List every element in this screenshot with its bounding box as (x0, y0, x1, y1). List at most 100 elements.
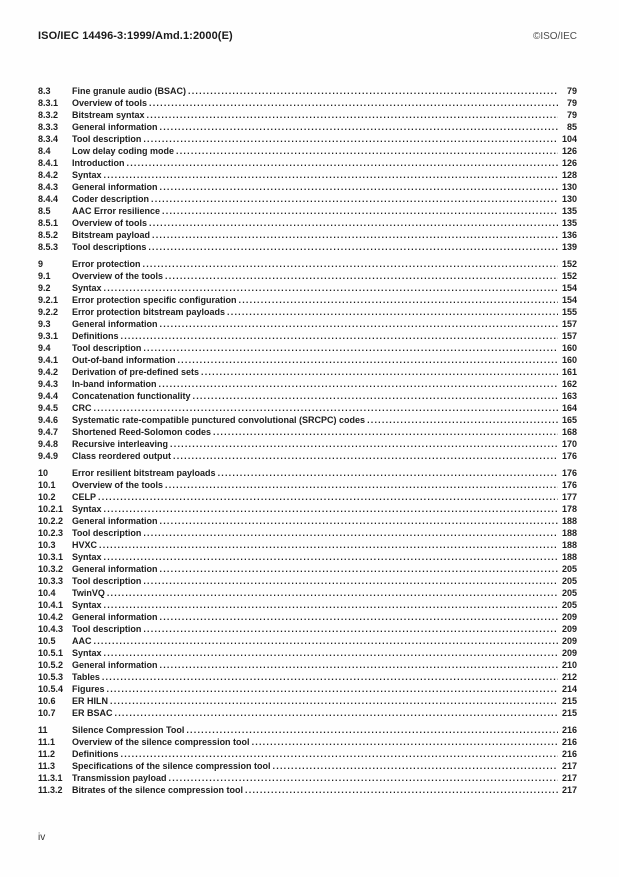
toc-entry-page-number: 214 (561, 684, 577, 694)
toc-entry-number: 11.1 (38, 737, 56, 747)
toc-entry-page-number: 188 (561, 528, 577, 538)
toc-entry: 9.4 Tool description 160 (38, 342, 577, 354)
toc-entry: 8.3.4 Tool description 104 (38, 133, 577, 145)
toc-section-group: 8.3 Fine granule audio (BSAC) 79 8.3.1 Overv… (38, 85, 577, 253)
toc-entry: 9.4.5 CRC 164 (38, 402, 577, 414)
toc-entry: 10.4.3 Tool description 209 (38, 623, 577, 635)
toc-dot-leader (160, 563, 558, 575)
toc-entry: 9.2 Syntax 154 (38, 282, 577, 294)
toc-entry-number: 8.3.2 (38, 110, 59, 120)
toc-dot-leader (169, 772, 558, 784)
toc-entry: 9.2.1 Error protection specific configura… (38, 294, 577, 306)
toc-entry-title: Tool description (72, 134, 142, 144)
toc-entry: 9.4.7 Shortened Reed-Solomon codes 168 (38, 426, 577, 438)
toc-entry-page-number: 162 (561, 379, 577, 389)
toc-entry-page-number: 177 (561, 492, 577, 502)
toc-entry-page-number: 209 (561, 648, 577, 658)
toc-entry-title: Syntax (72, 600, 102, 610)
toc-entry: 8.3.2 Bitstream syntax 79 (38, 109, 577, 121)
toc-entry-number: 10.2.1 (38, 504, 64, 514)
toc-entry-title: ER HILN (72, 696, 108, 706)
toc-entry-number: 9.4 (38, 343, 51, 353)
toc-entry: 10.3 HVXC 188 (38, 539, 577, 551)
toc-entry-number: 8.3.3 (38, 122, 59, 132)
toc-dot-leader (121, 330, 559, 342)
toc-entry-number: 11.2 (38, 749, 56, 759)
toc-entry-page-number: 209 (561, 624, 577, 634)
toc-entry-title: TwinVQ (72, 588, 105, 598)
toc-entry-number: 9.4.4 (38, 391, 59, 401)
toc-dot-leader (127, 157, 559, 169)
toc-entry-title: AAC (72, 636, 92, 646)
toc-entry-title: HVXC (72, 540, 98, 550)
toc-entry-title: General information (72, 660, 158, 670)
toc-entry-page-number: 135 (561, 206, 577, 216)
toc-entry-page-number: 163 (561, 391, 577, 401)
toc-entry-number: 10.5.2 (38, 660, 64, 670)
toc-dot-leader (143, 342, 558, 354)
toc-entry-page-number: 126 (561, 158, 577, 168)
toc-entry-number: 11.3 (38, 761, 56, 771)
toc-entry-title: Fine granule audio (BSAC) (72, 86, 187, 96)
toc-dot-leader (143, 575, 558, 587)
toc-entry-title: General information (72, 182, 158, 192)
toc-entry-title: Transmission payload (72, 773, 167, 783)
toc-entry: 10 Error resilient bitstream payloads 176 (38, 467, 577, 479)
toc-entry-number: 9.2.1 (38, 295, 59, 305)
toc-entry-title: Overview of the tools (72, 480, 164, 490)
toc-dot-leader (177, 354, 558, 366)
toc-dot-leader (160, 318, 558, 330)
toc-entry-number: 10.4 (38, 588, 56, 598)
toc-entry-page-number: 205 (561, 576, 577, 586)
toc-entry: 11.1 Overview of the silence compression … (38, 736, 577, 748)
toc-entry: 9.4.3 In-band information 162 (38, 378, 577, 390)
toc-dot-leader (104, 503, 558, 515)
toc-entry-title: Recursive interleaving (72, 439, 169, 449)
toc-entry: 10.6 ER HILN 215 (38, 695, 577, 707)
toc-entry-title: Shortened Reed-Solomon codes (72, 427, 212, 437)
toc-entry-page-number: 128 (561, 170, 577, 180)
toc-entry-title: Tool description (72, 624, 142, 634)
toc-entry: 9.4.8 Recursive interleaving 170 (38, 438, 577, 450)
toc-entry: 8.5.1 Overview of tools 135 (38, 217, 577, 229)
toc-entry-number: 9.4.5 (38, 403, 59, 413)
toc-entry-number: 10.2.2 (38, 516, 64, 526)
toc-entry-title: Syntax (72, 283, 102, 293)
toc-entry: 9.4.6 Systematic rate-compatible puncture… (38, 414, 577, 426)
toc-entry: 9.1 Overview of the tools 152 (38, 270, 577, 282)
toc-entry-page-number: 176 (561, 480, 577, 490)
toc-entry: 10.2 CELP 177 (38, 491, 577, 503)
toc-entry-page-number: 79 (566, 98, 577, 108)
toc-dot-leader (104, 551, 558, 563)
toc-entry: 11.3.1 Transmission payload 217 (38, 772, 577, 784)
toc-dot-leader (104, 599, 558, 611)
toc-entry-number: 9.4.9 (38, 451, 59, 461)
toc-entry-number: 10.7 (38, 708, 56, 718)
toc-entry-page-number: 164 (561, 403, 577, 413)
toc-entry: 10.5 AAC 209 (38, 635, 577, 647)
toc-entry-title: Derivation of pre-defined sets (72, 367, 200, 377)
toc-entry-number: 9.3 (38, 319, 51, 329)
toc-entry: 10.2.1 Syntax 178 (38, 503, 577, 515)
toc-entry-title: Bitstream syntax (72, 110, 145, 120)
toc-dot-leader (107, 587, 558, 599)
toc-entry-number: 8.4.1 (38, 158, 59, 168)
toc-entry-page-number: 135 (561, 218, 577, 228)
toc-dot-leader (160, 659, 558, 671)
toc-entry-number: 11.3.1 (38, 773, 63, 783)
toc-entry-title: Bitstream payload (72, 230, 151, 240)
toc-entry-title: Definitions (72, 331, 119, 341)
toc-entry-page-number: 217 (561, 773, 577, 783)
toc-entry-number: 9.4.7 (38, 427, 59, 437)
toc-entry: 8.5 AAC Error resilience 135 (38, 205, 577, 217)
toc-dot-leader (159, 378, 559, 390)
toc-entry-page-number: 161 (561, 367, 577, 377)
toc-section-group: 9 Error protection 152 9.1 Overview of the t… (38, 258, 577, 462)
toc-entry: 9.4.2 Derivation of pre-defined sets 161 (38, 366, 577, 378)
toc-entry-title: Overview of tools (72, 218, 148, 228)
toc-entry-page-number: 157 (561, 331, 577, 341)
toc-dot-leader (147, 109, 558, 121)
toc-entry-page-number: 217 (561, 761, 577, 771)
toc-entry-title: Syntax (72, 552, 102, 562)
